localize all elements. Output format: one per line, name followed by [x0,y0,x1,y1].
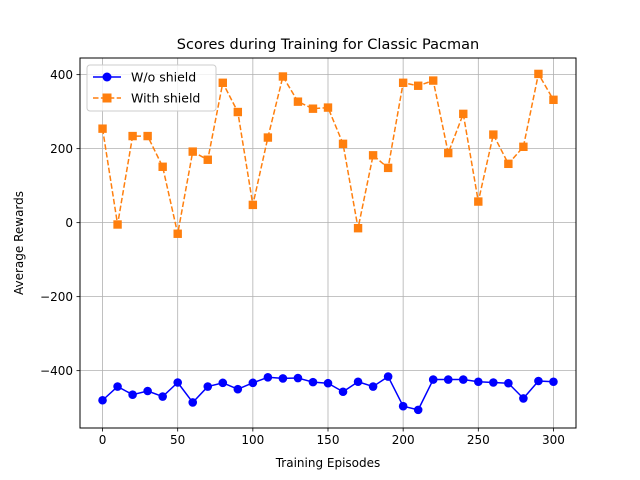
x-tick-label: 250 [467,433,490,447]
data-point-with-shield [534,69,543,79]
data-point-w-o-shield [489,378,498,387]
data-point-with-shield [293,97,303,106]
data-point-with-shield [308,104,318,113]
data-point-w-o-shield [293,373,303,383]
data-point-with-shield [459,109,468,119]
data-point-w-o-shield [428,375,438,384]
data-point-w-o-shield [398,401,408,411]
data-point-w-o-shield [128,390,137,400]
data-point-with-shield [489,130,498,139]
y-tick-label: 400 [50,68,73,82]
data-point-with-shield [113,220,122,229]
legend-marker-wo-shield [102,72,112,82]
x-tick-label: 150 [317,433,340,447]
legend-label-wo-shield: W/o shield [131,70,196,85]
chart-title: Scores during Training for Classic Pacma… [177,37,479,53]
data-point-w-o-shield [519,394,528,403]
data-point-with-shield [398,78,408,87]
x-axis-label: Training Episodes [275,456,381,470]
legend: W/o shield With shield [86,64,217,112]
x-tick-label: 300 [542,433,565,447]
data-point-with-shield [474,197,483,206]
y-axis-label: Average Rewards [12,191,26,295]
legend-label-with-shield: With shield [131,91,200,106]
data-point-with-shield [323,103,333,112]
series-w-o-shield [98,372,558,415]
data-point-w-o-shield [188,398,198,407]
data-point-with-shield [444,148,453,158]
data-point-w-o-shield [368,382,378,391]
data-point-with-shield [233,107,243,117]
data-point-with-shield [368,151,378,160]
data-point-with-shield [413,81,423,90]
data-point-with-shield [278,72,288,81]
data-point-with-shield [263,133,273,142]
data-point-w-o-shield [263,373,273,382]
data-point-w-o-shield [338,387,348,397]
data-point-with-shield [429,76,438,85]
data-point-with-shield [338,139,348,149]
data-point-w-o-shield [278,374,288,383]
data-point-w-o-shield [113,382,122,391]
x-tick-label: 100 [241,433,264,447]
data-point-with-shield [248,200,258,210]
data-point-w-o-shield [443,375,453,384]
grid [80,58,576,428]
x-tick-label: 200 [392,433,415,447]
legend-marker-with-shield [102,93,112,103]
data-point-w-o-shield [458,375,468,384]
data-point-with-shield [383,163,393,173]
data-point-with-shield [188,147,197,156]
data-point-w-o-shield [308,377,318,387]
data-point-with-shield [549,95,558,105]
data-point-with-shield [504,159,513,169]
data-point-w-o-shield [504,378,513,388]
data-point-with-shield [173,229,182,238]
data-point-with-shield [519,142,528,151]
data-point-w-o-shield [173,378,182,387]
data-point-with-shield [128,131,137,141]
y-tick-label: −400 [40,364,73,378]
data-point-w-o-shield [413,405,423,415]
data-point-w-o-shield [233,384,243,394]
y-tick-label: −200 [40,290,73,304]
data-point-with-shield [218,78,227,87]
data-point-w-o-shield [218,378,228,388]
x-tick-label: 0 [99,433,107,447]
data-point-w-o-shield [203,382,213,391]
series-layer [98,69,558,415]
ticks: 0 50 100 150 200 250 300 −400 −200 0 200 400 [40,68,565,447]
data-point-w-o-shield [143,386,152,396]
x-tick-label: 50 [170,433,185,447]
data-point-w-o-shield [534,376,543,386]
y-tick-label: 0 [65,216,73,230]
data-point-with-shield [143,131,152,141]
data-point-with-shield [353,224,363,233]
data-point-w-o-shield [158,392,167,401]
data-point-with-shield [98,124,107,133]
data-point-w-o-shield [474,377,483,387]
data-point-with-shield [158,162,167,171]
y-tick-label: 200 [50,142,73,156]
data-point-w-o-shield [353,377,363,387]
data-point-w-o-shield [98,395,107,405]
data-point-with-shield [203,155,212,164]
data-point-w-o-shield [549,377,558,387]
data-point-w-o-shield [383,372,393,381]
series-with-shield [98,69,558,238]
data-point-w-o-shield [248,378,258,388]
data-point-w-o-shield [323,378,333,388]
